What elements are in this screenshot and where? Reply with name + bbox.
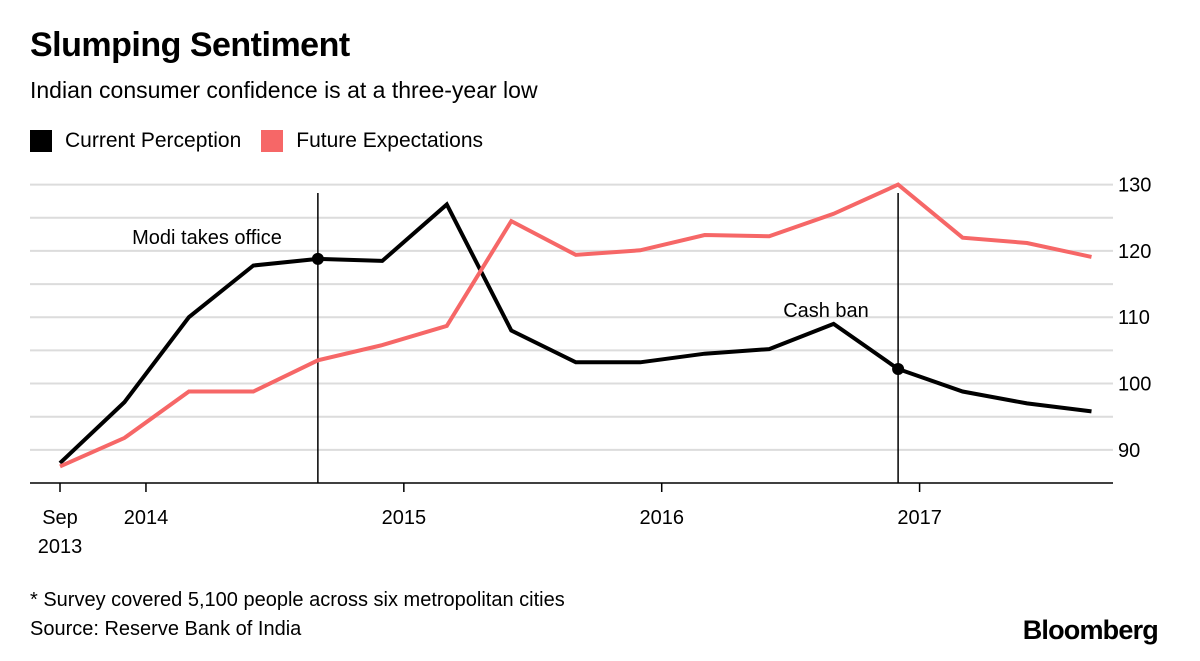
legend-item-future-expectations: Future Expectations	[261, 129, 483, 153]
bloomberg-logo: Bloomberg	[1022, 615, 1159, 645]
legend-swatch-future-expectations	[261, 130, 284, 152]
series-line-current-perception	[58, 201, 1092, 465]
x-tick-label: 2015	[382, 507, 427, 529]
legend-swatch-current-perception	[30, 130, 52, 152]
y-tick-label: 120	[1118, 241, 1151, 263]
series-line-future-expectations	[59, 182, 1092, 469]
annotation-marker	[892, 362, 905, 375]
legend-label-current-perception: Current Perception	[65, 129, 242, 152]
x-tick-label: Sep	[42, 507, 78, 529]
annotation-marker	[311, 252, 324, 265]
x-tick-label: 2016	[639, 507, 684, 529]
footnote: * Survey covered 5,100 people across six…	[30, 589, 565, 611]
legend-item-current-perception: Current Perception	[30, 129, 241, 153]
y-tick-label: 130	[1118, 175, 1151, 197]
y-tick-label: 100	[1118, 374, 1151, 396]
x-tick-label: 2014	[124, 507, 169, 529]
x-tick-label: 2017	[897, 507, 942, 529]
legend: Current Perception Future Expectations	[30, 128, 503, 154]
y-tick-label: 110	[1118, 307, 1150, 329]
legend-label-future-expectations: Future Expectations	[296, 129, 484, 152]
x-tick-label: 2013	[38, 536, 83, 558]
annotation-label: Cash ban	[783, 300, 869, 322]
chart-subtitle: Indian consumer confidence is at a three…	[30, 77, 538, 103]
y-tick-label: 90	[1118, 440, 1140, 462]
chart-title: Slumping Sentiment	[30, 26, 350, 64]
annotation-label: Modi takes office	[132, 227, 282, 249]
source-note: Source: Reserve Bank of India	[30, 618, 302, 640]
